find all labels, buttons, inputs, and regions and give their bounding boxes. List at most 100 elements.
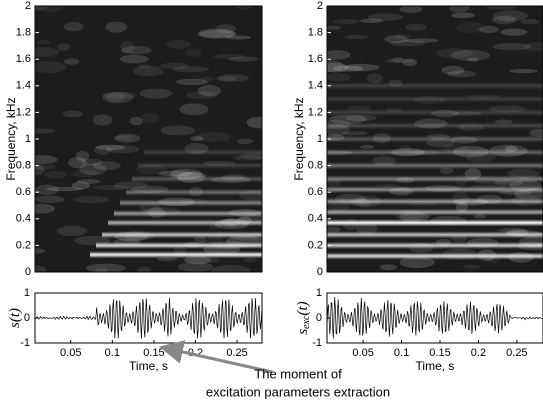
texture [46, 186, 84, 192]
x-tick-label: 0.15 [143, 347, 164, 359]
texture [343, 63, 380, 72]
texture [325, 73, 352, 82]
texture [333, 65, 364, 72]
texture [79, 163, 107, 176]
y-tick-label: 0.4 [16, 213, 31, 225]
y-tick-label: 0.4 [308, 213, 323, 225]
y-axis-label-part: (t) [7, 308, 23, 322]
harmonic-band [327, 108, 543, 116]
x-tick-label: 0.1 [394, 347, 409, 359]
texture [462, 264, 481, 269]
texture [137, 266, 152, 275]
x-tick-label: 0.05 [60, 347, 81, 359]
y-tick-label: 1.8 [308, 27, 323, 39]
harmonic-band [327, 198, 543, 206]
texture [439, 167, 454, 175]
y-tick-label: 1.2 [16, 106, 31, 118]
texture [466, 57, 480, 62]
texture [141, 112, 160, 124]
y-tick-label: 0.6 [308, 186, 323, 198]
texture [22, 155, 58, 165]
x-tick-label: 0.25 [226, 347, 247, 359]
texture [56, 43, 71, 52]
y-axis-label: Frequency, kHz [4, 97, 18, 180]
texture [179, 103, 209, 116]
spectrogram: 0 0.2 0.4 0.6 0.8 1 1.2 1.4 1.6 1.8 2 Frequency, kH… [292, 0, 543, 278]
annotation: The moment of [254, 366, 342, 381]
harmonic-band [327, 135, 543, 143]
texture [237, 138, 253, 145]
harmonic-band [96, 241, 262, 249]
y-tick-label: 0.8 [16, 160, 31, 172]
waveform-panel: 0.05 0.1 0.15 0.2 0.25 -1 0 1 Time, s sexc(t) [295, 287, 543, 373]
waveform [34, 297, 263, 339]
spectrogram-background [35, 6, 262, 272]
frame [34, 5, 263, 273]
texture [500, 28, 528, 36]
texture [93, 185, 131, 191]
y-tick-label: 0 [316, 312, 322, 324]
y-axis-label: sexc(t) [295, 301, 312, 334]
texture [26, 203, 56, 214]
texture [177, 262, 214, 272]
texture [44, 170, 68, 179]
spectrogram: 0 0.2 0.4 0.6 0.8 1 1.2 1.4 1.6 1.8 2 Frequency, kH… [4, 0, 273, 278]
texture [399, 5, 423, 13]
harmonic-band [120, 199, 262, 207]
y-tick-label: 1 [316, 287, 322, 299]
harmonic-band [327, 219, 543, 227]
texture [523, 42, 543, 52]
texture [359, 144, 375, 150]
texture [17, 164, 57, 170]
y-tick-label: 2 [25, 0, 31, 12]
texture [129, 116, 144, 126]
y-tick-label: 0.8 [308, 160, 323, 172]
texture [344, 34, 368, 40]
texture [28, 265, 47, 275]
texture [436, 48, 473, 59]
harmonic-band [327, 175, 543, 183]
texture [105, 21, 128, 33]
harmonic-band [327, 208, 543, 216]
y-tick-label: 2 [317, 0, 323, 12]
texture [333, 19, 360, 25]
harmonic-band [327, 252, 543, 260]
texture [72, 195, 110, 204]
y-axis-label-part: exc [301, 315, 312, 329]
harmonic-band [327, 148, 543, 156]
texture [405, 23, 427, 31]
texture [166, 39, 191, 49]
texture [31, 61, 67, 74]
y-axis-label-part: s [295, 329, 311, 335]
harmonic-band [90, 251, 262, 259]
texture [379, 264, 398, 271]
texture [35, 184, 59, 195]
texture [228, 56, 259, 62]
waveform [326, 296, 543, 339]
texture [114, 133, 141, 143]
texture [233, 155, 263, 161]
frame [326, 292, 543, 344]
texture [71, 181, 91, 190]
texture [190, 136, 204, 141]
y-tick-label: 0 [24, 312, 30, 324]
y-tick-label: 0 [317, 266, 323, 278]
texture [185, 91, 218, 99]
x-axis-label: Time, s [129, 359, 168, 373]
texture [456, 21, 484, 34]
texture [106, 145, 140, 154]
texture [201, 76, 214, 83]
annotation: excitation parameters extraction [206, 384, 390, 399]
frame [34, 292, 263, 344]
texture [68, 157, 87, 169]
texture [215, 24, 237, 34]
texture [92, 114, 113, 126]
texture [34, 195, 65, 203]
harmonic-band [327, 186, 543, 194]
texture [160, 125, 196, 136]
texture [36, 39, 51, 45]
x-tick-label: 0.15 [429, 347, 450, 359]
texture [322, 62, 349, 73]
texture [318, 60, 344, 73]
